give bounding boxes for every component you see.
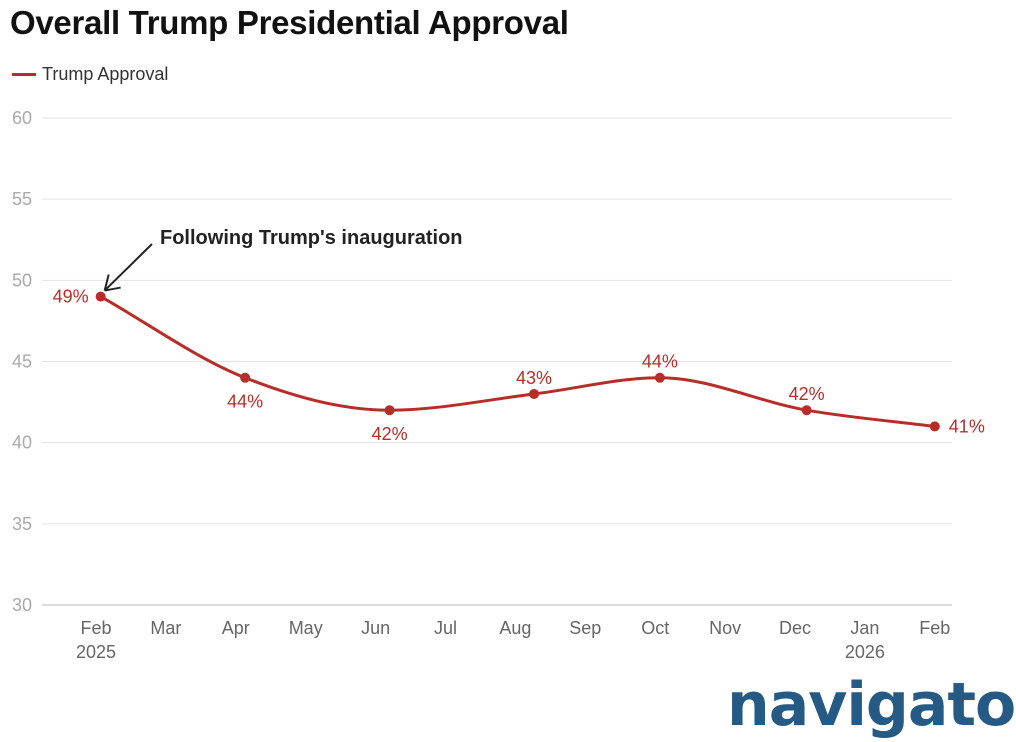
chart-title: Overall Trump Presidential Approval — [10, 4, 569, 41]
data-point — [654, 372, 665, 383]
legend-swatch — [12, 73, 36, 76]
x-tick-label: May — [289, 618, 323, 638]
legend: Trump Approval — [12, 64, 168, 85]
y-tick-label: 45 — [12, 352, 32, 372]
navigator-logo: navigator* — [727, 670, 1016, 740]
data-point — [529, 388, 540, 399]
x-tick-label: Jun — [361, 618, 390, 638]
y-tick-label: 40 — [12, 433, 32, 453]
annotation-arrowhead — [103, 274, 121, 292]
x-tick-label: Mar — [150, 618, 181, 638]
legend-label: Trump Approval — [42, 64, 169, 84]
data-point — [95, 291, 106, 302]
data-label: 42% — [789, 384, 825, 404]
data-label: 44% — [642, 352, 678, 372]
annotation-text: Following Trump's inauguration — [160, 227, 463, 249]
data-label: 41% — [949, 416, 985, 436]
x-tick-label: Apr — [222, 618, 250, 638]
x-tick-label: Dec — [779, 618, 811, 638]
x-tick-label: Jul — [434, 618, 457, 638]
x-tick-label: Jan — [850, 618, 879, 638]
y-tick-label: 55 — [12, 189, 32, 209]
annotation-arrow — [103, 243, 153, 292]
x-tick-year: 2026 — [845, 642, 885, 662]
data-point — [929, 421, 940, 432]
x-tick-label: Sep — [569, 618, 601, 638]
x-tick-label: Feb — [919, 618, 950, 638]
y-tick-label: 35 — [12, 514, 32, 534]
data-point — [240, 372, 251, 383]
logo-text: navigator — [727, 670, 1016, 740]
y-tick-label: 30 — [12, 595, 32, 615]
y-tick-label: 50 — [12, 270, 32, 290]
x-tick-label: Oct — [641, 618, 669, 638]
data-point — [384, 405, 395, 416]
data-label: 44% — [227, 392, 263, 412]
x-tick-label: Nov — [709, 618, 741, 638]
x-tick-label: Aug — [499, 618, 531, 638]
data-label: 49% — [53, 287, 89, 307]
x-tick-year: 2025 — [76, 642, 116, 662]
y-tick-label: 60 — [12, 108, 32, 128]
x-tick-label: Feb — [80, 618, 111, 638]
data-label: 42% — [372, 424, 408, 444]
data-label: 43% — [516, 368, 552, 388]
data-point — [801, 405, 812, 416]
